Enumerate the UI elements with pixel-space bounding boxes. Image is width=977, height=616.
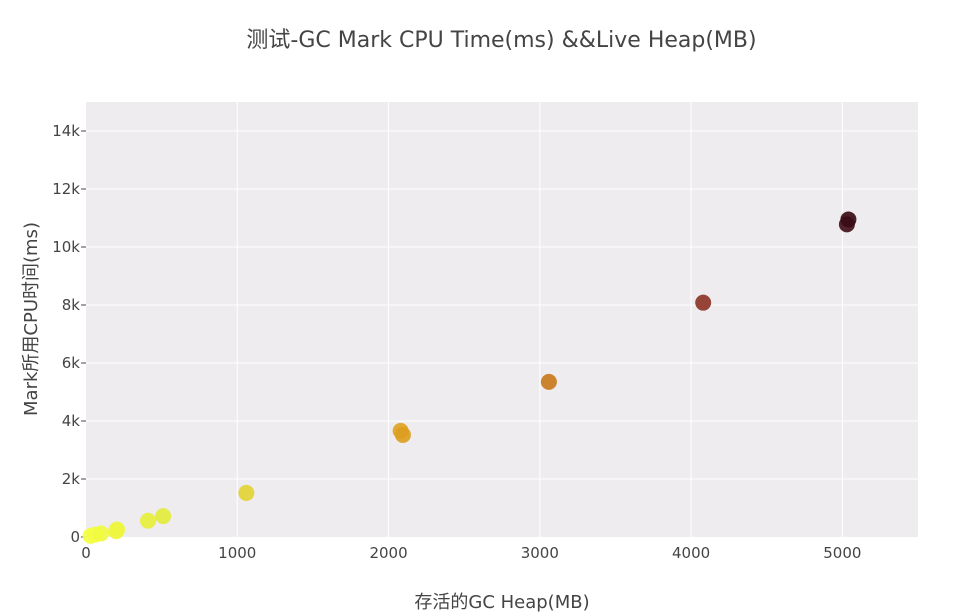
x-tick-label: 0: [81, 544, 91, 562]
y-axis-ticks: 0 2k 4k 6k 8k 10k 12k 14k: [52, 122, 86, 546]
y-tick-label: 10k: [52, 238, 80, 256]
y-tick-label: 6k: [62, 354, 81, 372]
x-tick-label: 3000: [521, 544, 559, 562]
x-tick-label: 1000: [218, 544, 256, 562]
scatter-point[interactable]: [394, 426, 411, 443]
y-gridlines: [86, 130, 918, 480]
scatter-point[interactable]: [155, 508, 172, 525]
scatter-point[interactable]: [540, 373, 557, 390]
scatter-point[interactable]: [695, 294, 712, 311]
y-tick-label: 4k: [62, 412, 81, 430]
y-tick-label: 8k: [62, 296, 81, 314]
y-tick-label: 14k: [52, 122, 80, 140]
y-tick-label: 12k: [52, 180, 80, 198]
x-tick-label: 2000: [369, 544, 407, 562]
y-tick-label: 0: [70, 528, 80, 546]
y-tick-label: 2k: [62, 470, 81, 488]
scatter-point[interactable]: [238, 484, 255, 501]
plot-area: [86, 102, 918, 537]
chart-title: 测试-GC Mark CPU Time(ms) &&Live Heap(MB): [246, 28, 757, 53]
scatter-point[interactable]: [840, 211, 857, 228]
x-axis-ticks: 0 1000 2000 3000 4000 5000: [81, 544, 861, 562]
x-axis-label: 存活的GC Heap(MB): [414, 592, 590, 613]
scatter-point[interactable]: [109, 521, 126, 538]
y-axis-label: Mark所用CPU时间(ms): [21, 222, 42, 416]
data-points: [82, 211, 857, 544]
x-gridlines: [236, 102, 843, 537]
x-tick-label: 4000: [672, 544, 710, 562]
x-tick-label: 5000: [823, 544, 861, 562]
scatter-point[interactable]: [93, 525, 110, 542]
scatter-point[interactable]: [140, 512, 157, 529]
